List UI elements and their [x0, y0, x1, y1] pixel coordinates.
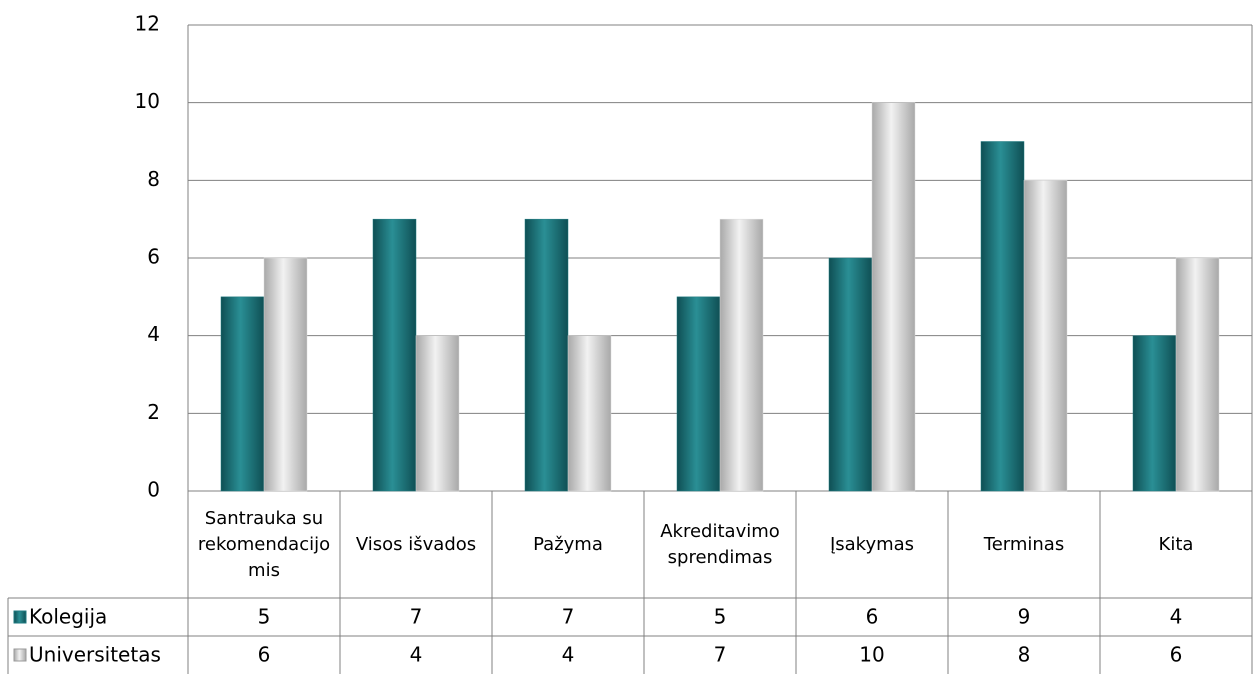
table-value: 6: [866, 605, 879, 629]
x-tick-label: Santrauka su rekomendacijomis: [197, 507, 331, 581]
x-tick-label: Įsakymas: [829, 533, 915, 555]
legend-label: Kolegija: [29, 605, 107, 629]
data-table: Santrauka su rekomendacijomis 5 6 Visos išv…: [7, 491, 1253, 674]
bar: [263, 257, 308, 492]
table-value: 9: [1018, 605, 1031, 629]
table-value: 7: [562, 605, 575, 629]
category-cell: Pažyma: [533, 533, 603, 555]
category-cell: Kita: [1158, 533, 1194, 555]
bar: [828, 257, 873, 492]
table-value: 10: [859, 643, 884, 667]
bars: [220, 102, 1220, 492]
table-value: 6: [258, 643, 271, 667]
bar: [415, 335, 460, 492]
bar: [1023, 180, 1068, 492]
category-cell: Terminas: [983, 533, 1065, 555]
table-value: 7: [714, 643, 727, 667]
table-value: 5: [714, 605, 727, 629]
x-tick-label: Terminas: [983, 533, 1065, 555]
legend-key: [13, 648, 27, 662]
bar: [1175, 257, 1220, 492]
bar: [719, 218, 764, 492]
y-tick-label: 8: [147, 167, 160, 191]
bar: [567, 335, 612, 492]
category-cell: Visos išvados: [355, 533, 477, 555]
category-cell: Įsakymas: [829, 533, 915, 555]
y-tick-label: 2: [147, 400, 160, 424]
x-tick-label: Visos išvados: [355, 533, 477, 555]
table-value: 4: [562, 643, 575, 667]
x-tick-label: Akreditavimo sprendimas: [660, 520, 780, 568]
x-tick-label: Pažyma: [533, 533, 603, 555]
table-value: 7: [410, 605, 423, 629]
table-value: 5: [258, 605, 271, 629]
bar: [980, 141, 1025, 492]
category-cell: Akreditavimo sprendimas: [660, 520, 780, 568]
category-cell: Santrauka su rekomendacijomis: [197, 507, 331, 581]
legend-label: Universitetas: [29, 643, 161, 667]
bar: [1132, 335, 1177, 492]
y-tick-label: 6: [147, 245, 160, 269]
bar: [871, 102, 916, 492]
table-value: 4: [1170, 605, 1183, 629]
table-value: 6: [1170, 643, 1183, 667]
y-tick-label: 0: [147, 478, 160, 502]
table-value: 8: [1018, 643, 1031, 667]
bar: [524, 218, 569, 492]
bar: [220, 296, 265, 492]
y-tick-label: 4: [147, 322, 160, 346]
bar: [372, 218, 417, 492]
legend-key: [13, 610, 27, 624]
x-tick-label: Kita: [1158, 533, 1194, 555]
y-tick-label: 10: [135, 89, 160, 113]
table-value: 4: [410, 643, 423, 667]
bar: [676, 296, 721, 492]
y-tick-label: 12: [135, 12, 160, 36]
